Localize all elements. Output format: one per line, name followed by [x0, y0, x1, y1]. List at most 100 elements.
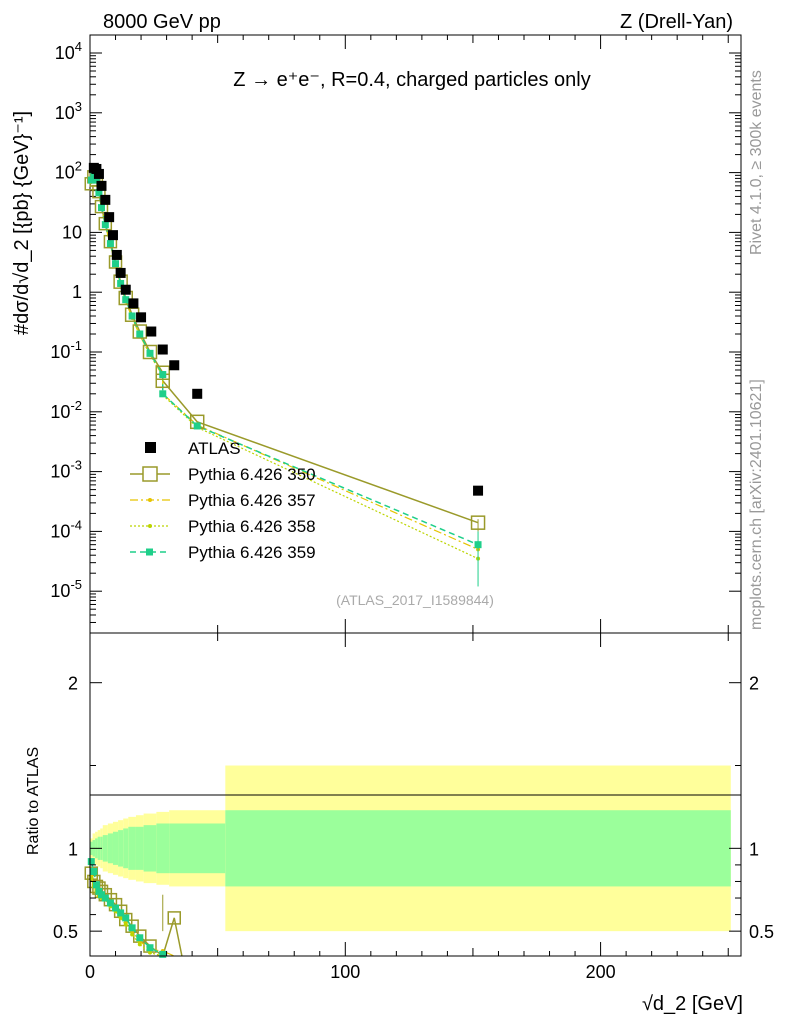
marker-359	[106, 240, 114, 248]
marker-359	[92, 176, 100, 184]
atlas-point	[93, 168, 104, 179]
atlas-point	[157, 344, 168, 355]
atlas-point	[104, 212, 115, 223]
ratio-band-inner	[225, 810, 731, 887]
atlas-point	[115, 267, 126, 278]
marker-359	[87, 176, 95, 184]
legend: ATLAS Pythia 6.426 350 Pythia 6.426 357 Pyt…	[130, 439, 316, 562]
ratio-marker-359	[106, 899, 114, 907]
ratio-marker-359	[122, 914, 130, 922]
ratio-band-inner	[143, 825, 157, 872]
ratio-marker-359	[136, 934, 144, 942]
y-tick-label: 104	[55, 39, 82, 63]
y-tick-label: 102	[55, 159, 82, 183]
atlas-point	[96, 180, 107, 191]
marker-359	[128, 312, 136, 320]
mcplots-label: mcplots.cern.ch [arXiv:2401.10621]	[748, 379, 765, 630]
legend-marker-dot	[148, 498, 152, 502]
marker-359	[112, 260, 120, 268]
ratio-panel: 0.5 0.5 1 1 2 2 0 100 200	[53, 35, 774, 982]
ratio-bands	[90, 765, 731, 932]
atlas-point	[120, 284, 131, 295]
x-ticks: 0 100 200	[85, 35, 729, 982]
ratio-marker-359	[87, 858, 95, 866]
ratio-band-inner	[118, 830, 124, 867]
ratio-marker-359	[97, 891, 105, 899]
marker-359	[101, 221, 109, 229]
ratio-marker-dot	[137, 942, 142, 947]
ratio-marker-359	[101, 894, 109, 902]
legend-marker-350	[142, 466, 158, 482]
rivet-label: Rivet 4.1.0, ≥ 300k events	[748, 70, 765, 255]
chart-title: Z → e⁺e⁻, R=0.4, charged particles only	[233, 69, 590, 91]
legend-marker-359	[146, 548, 153, 556]
header-left: 8000 GeV pp	[103, 11, 221, 33]
y-tick-label: 10	[62, 222, 82, 242]
atlas-point	[136, 312, 147, 323]
y-tick-label: 10-5	[50, 577, 82, 601]
marker-359	[136, 330, 144, 338]
legend-label: Pythia 6.426 350	[188, 465, 316, 484]
ratio-band-inner	[112, 831, 119, 865]
atlas-point	[100, 194, 111, 205]
ratio-tick-label-right: 0.5	[749, 922, 774, 942]
y-tick-label: 1	[72, 282, 82, 302]
atlas-point	[107, 230, 118, 241]
marker-359	[159, 390, 167, 398]
legend-label: Pythia 6.426 359	[188, 543, 316, 562]
curve-pythia-6.426-359	[90, 171, 479, 546]
marker-350	[155, 365, 171, 380]
ratio-marker-350	[167, 911, 181, 925]
header-right: Z (Drell-Yan)	[620, 11, 733, 33]
atlas-point	[192, 388, 203, 399]
ratio-band-inner	[135, 826, 144, 870]
x-tick-label: 100	[330, 962, 360, 982]
ratio-curve-2	[90, 877, 163, 957]
ratio-tick-label: 1	[68, 839, 78, 859]
ratio-marker-359	[92, 881, 100, 889]
y-tick-label: 10-3	[50, 458, 82, 482]
legend-label: Pythia 6.426 357	[188, 491, 316, 510]
ratio-marker-359	[117, 909, 125, 917]
marker-359	[159, 371, 167, 379]
atlas-point	[146, 326, 157, 337]
atlas-point	[473, 485, 484, 496]
ratio-marker-359	[128, 924, 136, 932]
marker-359	[95, 189, 103, 197]
ratio-tick-label: 2	[68, 674, 78, 694]
ratio-marker-359	[90, 868, 98, 876]
ratio-frame	[89, 632, 742, 957]
ratio-band-inner	[107, 833, 113, 864]
main-panel: 10-5 10-4 10-3 10-2 10-1 1 10 102 103 104 Z → e⁺e…	[50, 34, 742, 634]
ratio-marker-359	[146, 944, 154, 952]
x-tick-label: 200	[586, 962, 616, 982]
y-tick-label: 10-4	[50, 517, 82, 541]
marker-359	[97, 204, 105, 212]
atlas-point	[128, 298, 139, 309]
legend-label: Pythia 6.426 358	[188, 517, 316, 536]
ratio-curves	[84, 858, 183, 958]
legend-marker-dot	[148, 524, 152, 528]
ratio-marker-359	[159, 950, 167, 958]
atlas-point	[111, 249, 122, 260]
marker-359	[146, 349, 154, 357]
ratio-y-label: Ratio to ATLAS	[25, 747, 42, 855]
ratio-y-ticks: 0.5 0.5 1 1 2 2	[53, 674, 774, 942]
ratio-band-inner	[102, 835, 108, 862]
marker-359	[193, 422, 201, 430]
y-tick-label: 10-1	[50, 338, 82, 362]
main-y-ticks: 10-5 10-4 10-3 10-2 10-1 1 10 102 103 104	[50, 39, 741, 623]
main-points	[84, 162, 486, 587]
ratio-tick-label-right: 1	[749, 839, 759, 859]
atlas-point	[169, 360, 180, 371]
ratio-marker-dot	[130, 932, 135, 937]
marker-359	[122, 296, 130, 304]
ratio-tick-label-right: 2	[749, 674, 759, 694]
ratio-tick-label: 0.5	[53, 922, 78, 942]
ratio-marker-359	[112, 904, 120, 912]
ratio-band-inner	[156, 823, 170, 874]
ratio-band-inner	[169, 823, 226, 874]
legend-label: ATLAS	[188, 439, 241, 458]
x-tick-label: 0	[85, 962, 95, 982]
